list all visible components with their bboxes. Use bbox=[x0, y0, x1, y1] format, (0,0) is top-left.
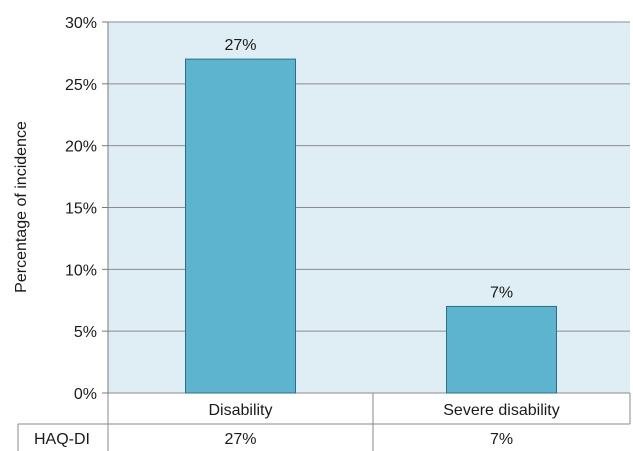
y-tick-label: 15% bbox=[65, 201, 97, 218]
table-row-label: HAQ-DI bbox=[34, 431, 90, 448]
bar-data-label: 27% bbox=[224, 37, 256, 54]
bar-severe-disability bbox=[446, 305, 557, 394]
category-label: Severe disability bbox=[443, 402, 560, 419]
data-table bbox=[17, 393, 631, 451]
y-tick-label: 20% bbox=[65, 139, 97, 156]
y-tick-label: 0% bbox=[74, 386, 97, 403]
bar-data-labels: 27% 7% bbox=[224, 37, 513, 301]
bar-disability bbox=[185, 58, 296, 394]
y-tick-label: 25% bbox=[65, 77, 97, 94]
bars bbox=[185, 58, 557, 394]
y-tick-label: 10% bbox=[65, 262, 97, 279]
bar-data-label: 7% bbox=[490, 284, 513, 301]
y-axis-label: Percentage of incidence bbox=[13, 121, 30, 293]
table-cells: 27% 7% bbox=[224, 431, 513, 448]
y-tick-label: 5% bbox=[74, 324, 97, 341]
table-cell: 27% bbox=[224, 431, 256, 448]
y-tick-label: 30% bbox=[65, 15, 97, 32]
table-cell: 7% bbox=[490, 431, 513, 448]
category-label: Disability bbox=[208, 402, 272, 419]
y-tick-labels: 0% 5% 10% 15% 20% 25% 30% bbox=[65, 15, 97, 403]
category-labels: Disability Severe disability bbox=[208, 402, 559, 419]
